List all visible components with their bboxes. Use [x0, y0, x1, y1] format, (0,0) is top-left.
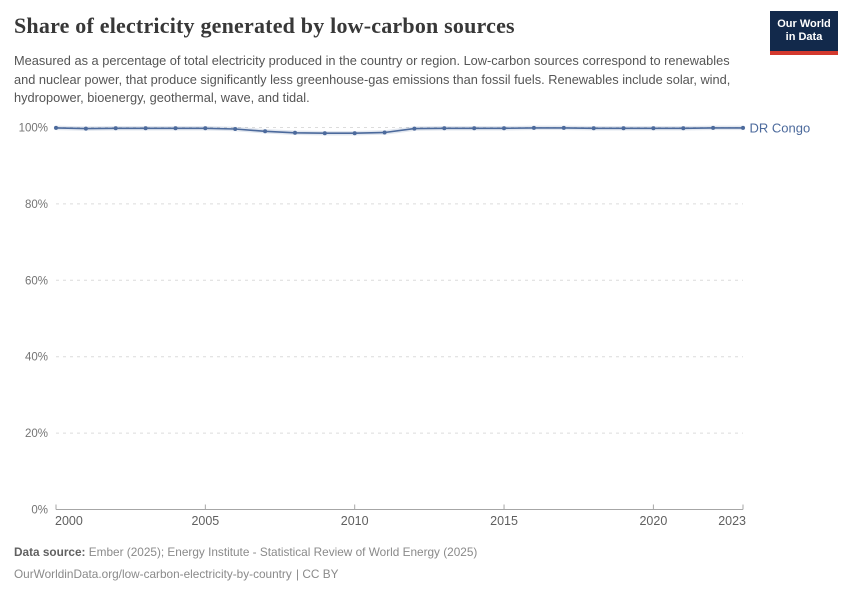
data-point-2008[interactable] — [293, 130, 297, 135]
x-tick-label: 2005 — [191, 514, 219, 528]
data-point-2012[interactable] — [412, 126, 417, 131]
data-point-2000[interactable] — [54, 125, 58, 130]
y-tick-label: 80% — [25, 199, 48, 211]
data-point-2001[interactable] — [83, 126, 88, 131]
data-source-label: Data source: — [14, 545, 86, 559]
data-point-2009[interactable] — [322, 131, 327, 136]
data-point-2022[interactable] — [711, 125, 716, 130]
data-point-2016[interactable] — [531, 125, 536, 130]
data-point-2023[interactable] — [741, 125, 745, 130]
data-point-2014[interactable] — [472, 126, 477, 131]
data-point-2004[interactable] — [173, 126, 178, 131]
data-point-2018[interactable] — [591, 126, 596, 131]
entity-label[interactable]: DR Congo — [750, 120, 811, 135]
y-tick-label: 20% — [25, 428, 48, 440]
owid-logo-line1: Our World — [777, 18, 831, 30]
data-point-2015[interactable] — [502, 126, 506, 131]
data-point-2013[interactable] — [442, 126, 447, 131]
data-point-2002[interactable] — [113, 126, 118, 131]
y-tick-label: 40% — [25, 352, 48, 364]
data-point-2007[interactable] — [263, 129, 268, 134]
chart-footer: Data source: Ember (2025); Energy Instit… — [14, 542, 834, 585]
x-tick-label: 2015 — [490, 514, 518, 528]
chart-subtitle: Measured as a percentage of total electr… — [14, 53, 731, 105]
data-source-line: Data source: Ember (2025); Energy Instit… — [14, 542, 834, 564]
owid-logo-line2: in Data — [785, 31, 823, 43]
data-point-2010[interactable] — [352, 131, 357, 136]
x-tick-label: 2000 — [55, 514, 83, 528]
data-point-2021[interactable] — [681, 126, 686, 131]
y-tick-label: 60% — [25, 275, 48, 287]
data-point-2011[interactable] — [382, 130, 387, 135]
data-point-2020[interactable] — [651, 126, 656, 131]
data-point-2003[interactable] — [143, 126, 148, 131]
y-tick-label: 0% — [31, 505, 48, 517]
y-tick-label: 100% — [19, 123, 48, 135]
data-source-value: Ember (2025); Energy Institute - Statist… — [88, 545, 478, 559]
data-line — [55, 127, 744, 134]
data-point-2017[interactable] — [561, 125, 566, 130]
owid-logo: Our World in Data — [770, 11, 838, 55]
footer-license: | CC BY — [296, 566, 339, 581]
data-point-2005[interactable] — [203, 126, 208, 131]
x-tick-label: 2020 — [639, 514, 667, 528]
data-point-2019[interactable] — [621, 126, 626, 131]
x-tick-label: 2023 — [718, 514, 746, 528]
x-tick-label: 2010 — [341, 514, 369, 528]
footer-link-line: OurWorldinData.org/low-carbon-electricit… — [14, 564, 834, 586]
footer-url[interactable]: OurWorldinData.org/low-carbon-electricit… — [14, 566, 292, 581]
data-point-2006[interactable] — [233, 127, 238, 131]
page-title: Share of electricity generated by low-ca… — [14, 13, 515, 38]
